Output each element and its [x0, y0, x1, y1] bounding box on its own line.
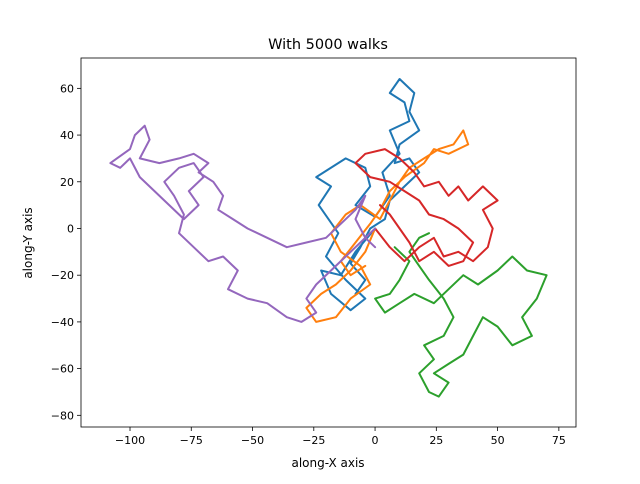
- x-tick-label: 25: [429, 434, 443, 447]
- y-tick-label: 0: [67, 222, 74, 235]
- x-tick-label: −75: [180, 434, 203, 447]
- y-tick-label: 40: [60, 129, 74, 142]
- x-tick-label: −100: [115, 434, 145, 447]
- series-line-4: [354, 148, 499, 267]
- series-line-1: [315, 78, 421, 312]
- y-tick-label: −20: [51, 269, 74, 282]
- y-tick-label: −40: [51, 316, 74, 329]
- x-tick-label: −50: [241, 434, 264, 447]
- y-tick-label: −60: [51, 363, 74, 376]
- x-tick-label: 75: [552, 434, 566, 447]
- x-axis: −100 −75 −50 −25 0 25 50 75: [115, 427, 566, 447]
- x-tick-label: 0: [372, 434, 379, 447]
- chart-title: With 5000 walks: [268, 37, 388, 53]
- y-axis-label: along-Y axis: [21, 207, 35, 278]
- series-line-5: [109, 124, 377, 323]
- y-tick-label: 60: [60, 82, 74, 95]
- series-group: [109, 78, 548, 398]
- plot-frame: [80, 57, 577, 428]
- y-axis: −80 −60 −40 −20 0 20 40 60: [51, 82, 81, 422]
- y-tick-label: 20: [60, 176, 74, 189]
- x-tick-label: 50: [491, 434, 505, 447]
- series-line-3: [374, 232, 548, 398]
- x-axis-label: along-X axis: [291, 456, 364, 470]
- series-line-2: [305, 129, 470, 323]
- y-tick-label: −80: [51, 409, 74, 422]
- x-tick-label: −25: [302, 434, 325, 447]
- plot-area: [80, 57, 577, 428]
